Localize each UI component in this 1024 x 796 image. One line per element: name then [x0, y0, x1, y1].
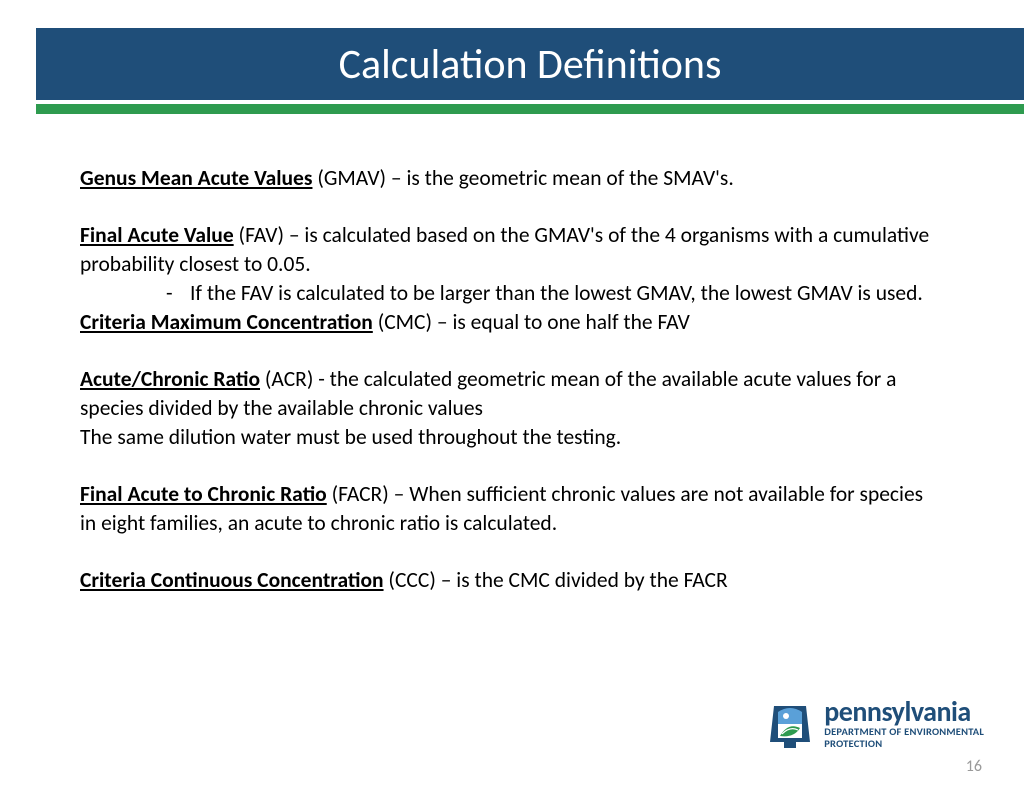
fav-sub-bullet: If the FAV is calculated to be larger th…: [80, 279, 944, 308]
title-bar: Calculation Definitions: [0, 28, 1024, 114]
term-label: Criteria Continuous Concentration: [80, 567, 384, 593]
term-abbrev: (ACR): [265, 366, 313, 392]
agency-state: pennsylvania: [824, 698, 984, 726]
term-body: – is the geometric mean of the SMAV's.: [386, 165, 734, 191]
agency-dept-line2: PROTECTION: [824, 738, 984, 751]
term-abbrev: (CMC): [378, 309, 432, 335]
agency-text: pennsylvania DEPARTMENT OF ENVIRONMENTAL…: [824, 698, 984, 751]
content-area: Genus Mean Acute Values (GMAV) – is the …: [0, 114, 1024, 595]
title-bar-background: Calculation Definitions: [36, 28, 1024, 100]
term-label: Final Acute Value: [80, 222, 234, 248]
definition-gmav: Genus Mean Acute Values (GMAV) – is the …: [80, 164, 944, 193]
agency-logo: pennsylvania DEPARTMENT OF ENVIRONMENTAL…: [764, 698, 984, 751]
term-abbrev: (FACR): [332, 481, 389, 507]
term-label: Final Acute to Chronic Ratio: [80, 481, 327, 507]
definition-cmc: Criteria Maximum Concentration (CMC) – i…: [80, 308, 944, 337]
definition-ccc: Criteria Continuous Concentration (CCC) …: [80, 566, 944, 595]
acr-extra-line: The same dilution water must be used thr…: [80, 423, 944, 452]
page-number: 16: [966, 757, 982, 776]
term-abbrev: (FAV): [239, 222, 284, 248]
title-bar-notch: [0, 48, 28, 80]
keystone-icon: [764, 698, 816, 750]
term-abbrev: (GMAV): [317, 165, 386, 191]
term-label: Genus Mean Acute Values: [80, 165, 312, 191]
definition-acr: Acute/Chronic Ratio (ACR) - the calculat…: [80, 365, 944, 452]
definition-fav: Final Acute Value (FAV) – is calculated …: [80, 221, 944, 308]
slide-title: Calculation Definitions: [339, 39, 722, 90]
definition-facr: Final Acute to Chronic Ratio (FACR) – Wh…: [80, 480, 944, 538]
term-body: – is equal to one half the FAV: [432, 309, 690, 335]
term-label: Acute/Chronic Ratio: [80, 366, 260, 392]
term-body: – is the CMC divided by the FACR: [436, 567, 728, 593]
term-abbrev: (CCC): [388, 567, 435, 593]
accent-bar: [36, 104, 1024, 114]
footer: pennsylvania DEPARTMENT OF ENVIRONMENTAL…: [764, 698, 984, 776]
term-label: Criteria Maximum Concentration: [80, 309, 373, 335]
